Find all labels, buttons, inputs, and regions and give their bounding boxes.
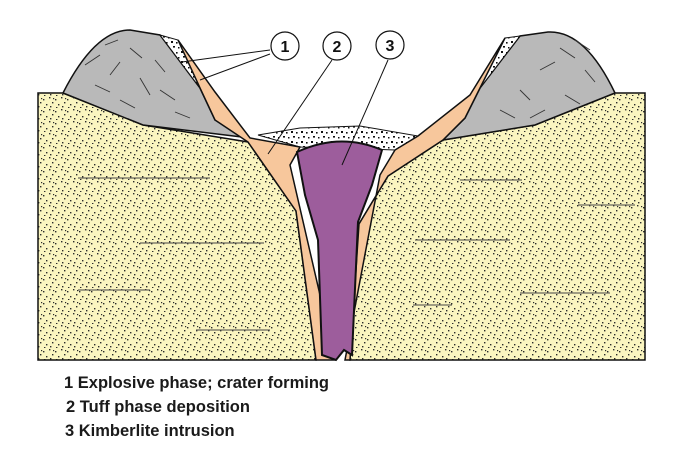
kimberlite-pipe-diagram: 1 2 3 bbox=[37, 29, 646, 362]
kimberlite-intrusion bbox=[295, 140, 384, 362]
tuff-deposit-right bbox=[344, 37, 506, 361]
tuff-deposit-left bbox=[177, 39, 336, 361]
callout-2: 2 bbox=[267, 31, 352, 155]
callout-1: 1 bbox=[181, 31, 300, 81]
bedding-lines bbox=[78, 177, 635, 331]
legend: 1 Explosive phase; crater forming 2 Tuff… bbox=[64, 371, 329, 443]
ejecta-texture bbox=[84, 39, 596, 119]
callout-3: 3 bbox=[341, 30, 405, 166]
legend-item-2: 2 Tuff phase deposition bbox=[66, 398, 250, 416]
callout-1-number: 1 bbox=[281, 39, 290, 56]
legend-item-1: 1 Explosive phase; crater forming bbox=[64, 374, 330, 392]
legend-item-3: 3 Kimberlite intrusion bbox=[65, 422, 235, 440]
callout-3-number: 3 bbox=[386, 38, 395, 55]
callout-2-number: 2 bbox=[333, 39, 342, 56]
